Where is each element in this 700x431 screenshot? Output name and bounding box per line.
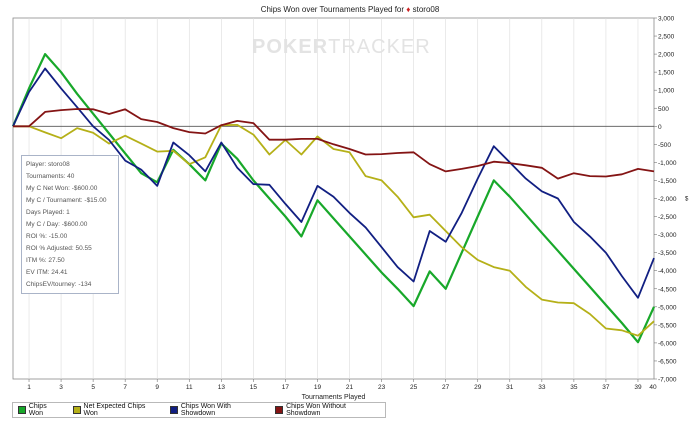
x-tick-label: 21 bbox=[346, 384, 354, 391]
stat-roi-adjusted: ROI % Adjusted: 50.55 bbox=[26, 245, 92, 252]
legend-label: Chips Won Without Showdown bbox=[286, 403, 346, 417]
stat-net-won: My C Net Won: -$600.00 bbox=[26, 185, 98, 192]
x-tick-label: 7 bbox=[123, 384, 127, 391]
x-tick-label: 1 bbox=[27, 384, 31, 391]
x-tick-label: 27 bbox=[442, 384, 450, 391]
y-axis-unit: $ bbox=[685, 197, 689, 203]
y-tick-label: -5,500 bbox=[658, 322, 677, 329]
stat-tournaments: Tournaments: 40 bbox=[26, 173, 75, 180]
y-tick-label: 0 bbox=[658, 124, 662, 131]
stat-ev-itm: EV ITM: 24.41 bbox=[26, 269, 68, 276]
legend: Chips Won Net Expected Chips Won Chips W… bbox=[12, 402, 386, 418]
x-tick-label: 31 bbox=[506, 384, 514, 391]
stat-chipsev: ChipsEV/tourney: -134 bbox=[26, 281, 92, 288]
legend-swatch bbox=[72, 406, 81, 414]
legend-item-without-showdown[interactable]: Chips Won Without Showdown bbox=[275, 403, 379, 417]
series-line-chips-won-without-showdown bbox=[13, 108, 655, 180]
x-tick-label: 11 bbox=[186, 384, 193, 391]
plot-area bbox=[12, 17, 655, 380]
legend-label: Chips Won bbox=[28, 403, 47, 417]
y-tick-label: -3,000 bbox=[658, 232, 677, 239]
stat-itm: ITM %: 27.50 bbox=[26, 257, 65, 264]
x-tick-label: 19 bbox=[314, 384, 322, 391]
y-tick-label: 3,000 bbox=[658, 16, 675, 23]
legend-item-net-expected[interactable]: Net Expected Chips Won bbox=[72, 403, 159, 417]
x-tick-label: 9 bbox=[155, 384, 159, 391]
x-tick-label: 33 bbox=[538, 384, 546, 391]
stat-per-day: My C / Day: -$600.00 bbox=[26, 221, 88, 228]
y-tick-label: 500 bbox=[658, 106, 669, 113]
x-tick-label: 25 bbox=[410, 384, 418, 391]
x-tick-label: 15 bbox=[250, 384, 258, 391]
legend-swatch bbox=[275, 406, 284, 414]
stat-roi: ROI %: -15.00 bbox=[26, 233, 68, 240]
legend-label: Net Expected Chips Won bbox=[83, 403, 146, 417]
stat-days-played: Days Played: 1 bbox=[26, 209, 70, 216]
stats-panel: Player: storo08 Tournaments: 40 My C Net… bbox=[21, 155, 119, 294]
legend-label: Chips Won With Showdown bbox=[180, 403, 231, 417]
y-tick-label: -4,000 bbox=[658, 268, 677, 275]
series-line-net-expected-chips-won bbox=[13, 124, 655, 337]
y-tick-label: -500 bbox=[658, 142, 671, 149]
series-line-chips-won bbox=[11, 52, 656, 344]
x-tick-label: 39 bbox=[634, 384, 642, 391]
x-tick-label: 3 bbox=[59, 384, 63, 391]
y-tick-label: 1,000 bbox=[658, 88, 675, 95]
x-tick-label: 37 bbox=[602, 384, 610, 391]
x-axis-title: Tournaments Played bbox=[302, 394, 366, 401]
stat-per-tournament: My C / Tournament: -$15.00 bbox=[26, 197, 107, 204]
y-tick-label: 2,500 bbox=[658, 34, 675, 41]
x-tick-label: 5 bbox=[91, 384, 95, 391]
x-tick-label: 40 bbox=[649, 384, 657, 391]
y-tick-label: -6,500 bbox=[658, 358, 677, 365]
y-tick-label: 2,000 bbox=[658, 52, 675, 59]
y-tick-label: -3,500 bbox=[658, 250, 677, 257]
y-tick-label: -1,000 bbox=[658, 160, 677, 167]
chart-title-player: storo08 bbox=[412, 5, 440, 14]
chart-title-text: Chips Won over Tournaments Played for bbox=[260, 5, 405, 14]
legend-item-with-showdown[interactable]: Chips Won With Showdown bbox=[170, 403, 264, 417]
x-tick-label: 35 bbox=[570, 384, 578, 391]
diamond-suit-icon: ♦ bbox=[406, 5, 411, 14]
x-tick-label: 23 bbox=[378, 384, 386, 391]
x-tick-label: 13 bbox=[218, 384, 226, 391]
watermark-logo: POKERTRACKER bbox=[252, 36, 431, 58]
y-tick-label: 1,500 bbox=[658, 70, 675, 77]
chart-title: Chips Won over Tournaments Played for ♦ … bbox=[0, 5, 700, 14]
y-tick-label: -2,500 bbox=[658, 214, 677, 221]
y-tick-label: -7,000 bbox=[658, 377, 677, 384]
y-tick-label: -2,000 bbox=[658, 196, 677, 203]
y-tick-label: -4,500 bbox=[658, 286, 677, 293]
series-line-chips-won-with-showdown bbox=[12, 67, 655, 299]
stat-player: Player: storo08 bbox=[26, 161, 70, 168]
legend-item-chips-won[interactable]: Chips Won bbox=[18, 403, 62, 417]
y-tick-label: -6,000 bbox=[658, 340, 677, 347]
y-tick-label: -5,000 bbox=[658, 304, 677, 311]
x-tick-label: 17 bbox=[282, 384, 290, 391]
y-tick-label: -1,500 bbox=[658, 178, 677, 185]
x-tick-label: 29 bbox=[474, 384, 482, 391]
legend-swatch bbox=[18, 406, 26, 414]
legend-swatch bbox=[170, 406, 178, 414]
